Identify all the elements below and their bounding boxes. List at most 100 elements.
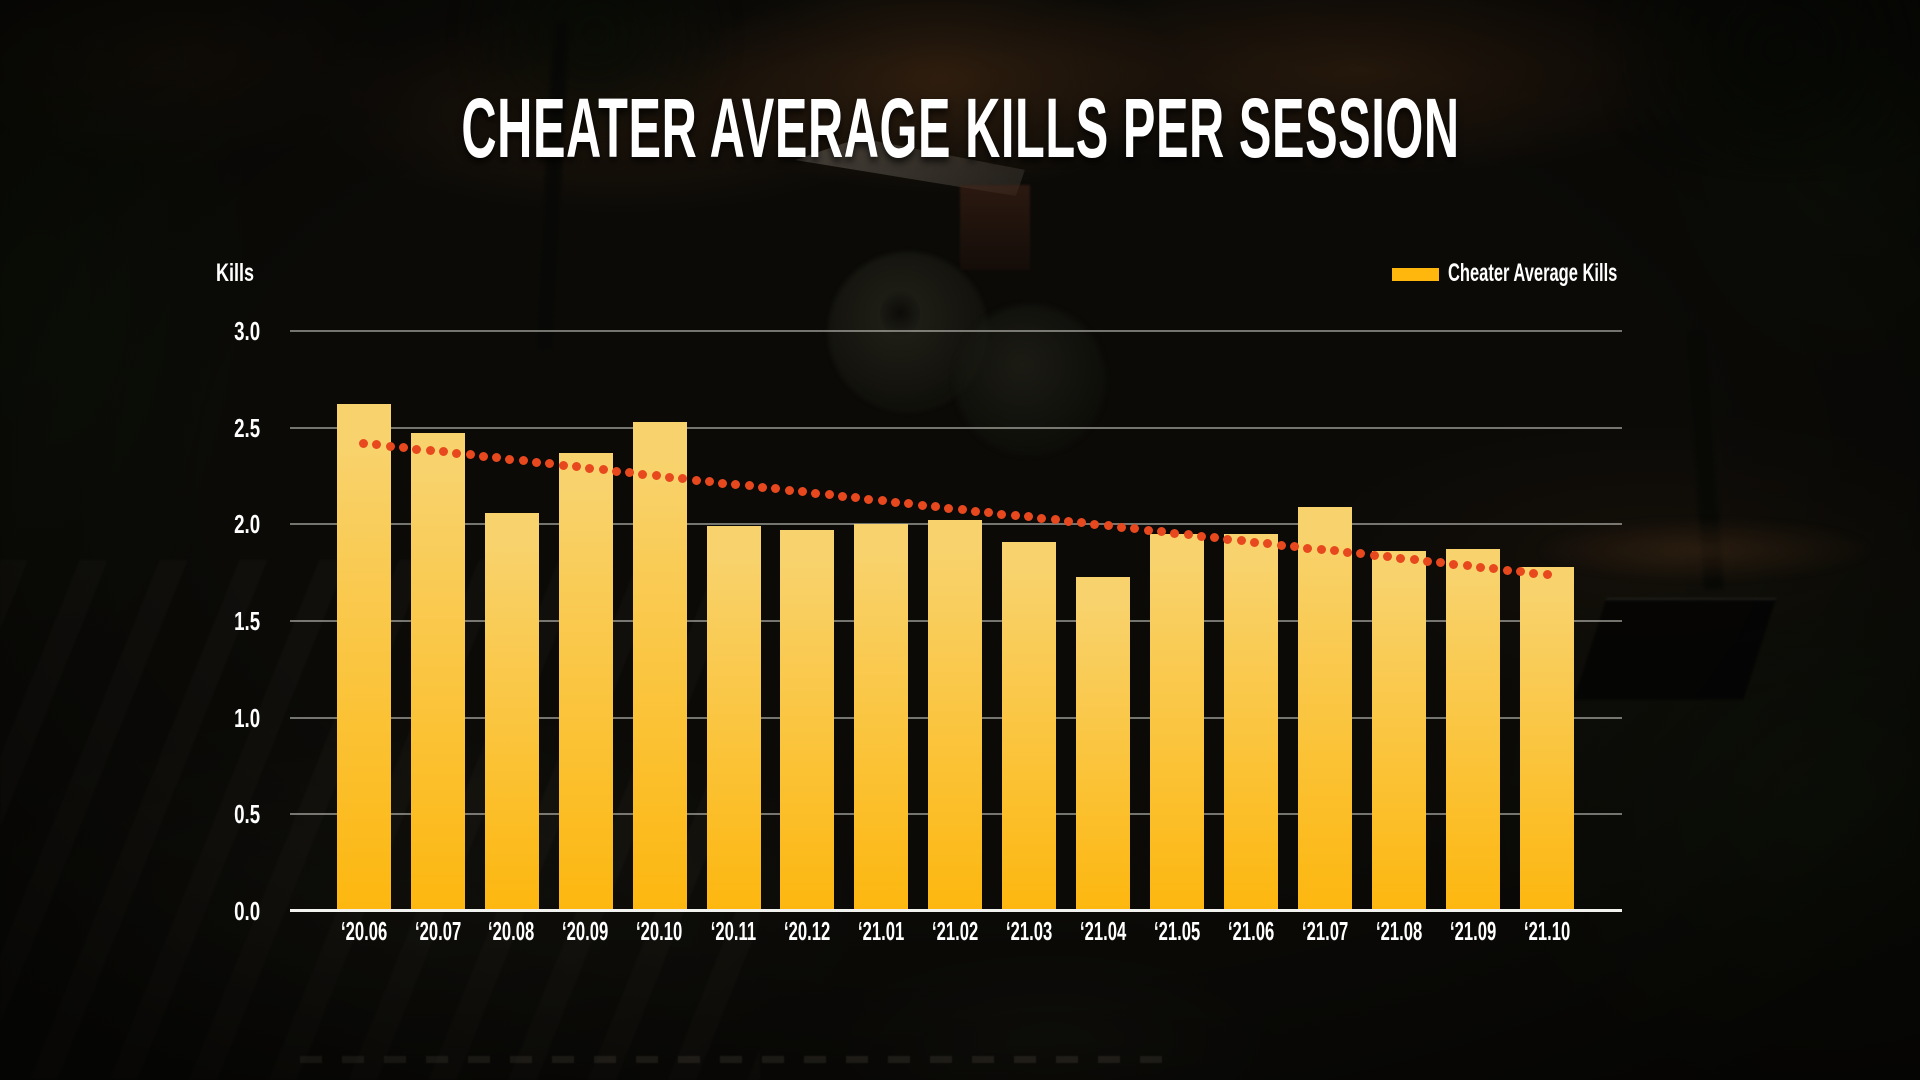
bar [854, 524, 909, 911]
trend-dot [1223, 534, 1233, 544]
trend-dot [944, 503, 954, 513]
bar [410, 433, 465, 911]
trend-dot [917, 500, 927, 510]
trend-dot [1196, 531, 1206, 541]
trend-dot [585, 463, 595, 473]
chart-title-text: CHEATER AVERAGE KILLS PER SESSION [460, 81, 1460, 175]
trend-dot [1462, 561, 1472, 571]
trend-dot [797, 487, 807, 497]
trend-dot [784, 485, 794, 495]
bar [1520, 566, 1575, 911]
trend-dot [1090, 519, 1100, 529]
x-tick-label: ‘21.06 [1228, 916, 1275, 946]
trend-dot [704, 477, 714, 487]
trend-dot [1170, 528, 1180, 538]
x-tick-label: ‘21.02 [932, 916, 979, 946]
trend-dot [1010, 511, 1020, 520]
trend-dot [452, 448, 462, 458]
trend-dot [1316, 544, 1326, 554]
gridline [290, 330, 1622, 332]
trend-dot [1024, 512, 1033, 522]
bar [1298, 506, 1353, 911]
trend-dot [1476, 562, 1486, 572]
trend-dot [545, 459, 555, 469]
trend-dot [771, 484, 781, 494]
trend-dot [1289, 542, 1299, 552]
bar [632, 421, 687, 911]
trend-dot [718, 478, 728, 488]
trend-dot [465, 450, 475, 460]
trend-dot [1236, 536, 1246, 546]
trend-dot [851, 493, 861, 503]
trend-dot [492, 453, 502, 463]
trend-dot [984, 508, 994, 518]
trend-dot [1489, 564, 1499, 574]
x-tick-label: ‘21.07 [1302, 916, 1349, 946]
trend-dot [1130, 524, 1140, 534]
trend-dot [532, 457, 542, 467]
x-tick-label: ‘20.11 [710, 916, 757, 946]
trend-dot [1183, 530, 1193, 540]
trend-dot [372, 440, 382, 450]
trend-dot [1117, 522, 1127, 532]
trend-dot [651, 471, 661, 481]
bar [558, 452, 613, 911]
x-tick-label: ‘20.07 [414, 916, 461, 946]
bar [1076, 576, 1131, 911]
x-tick-label: ‘21.03 [1006, 916, 1053, 946]
bar [484, 512, 539, 911]
trend-dot [731, 479, 741, 489]
trend-dot [1542, 570, 1552, 580]
trend-dot [1502, 565, 1512, 575]
x-tick-label: ‘21.10 [1523, 916, 1571, 946]
bar [706, 526, 761, 911]
trend-dot [399, 443, 409, 453]
x-tick-label: ‘20.08 [488, 916, 535, 946]
y-tick-label: 3.0 [233, 316, 260, 346]
trend-dot [877, 496, 887, 506]
trend-dot [558, 460, 568, 470]
bar [1372, 551, 1427, 911]
legend-swatch [1392, 268, 1439, 281]
bar [780, 530, 835, 911]
legend-label: Cheater Average Kills [1448, 260, 1705, 287]
trend-dot [1103, 521, 1113, 531]
trend-dot [1449, 559, 1459, 569]
trend-dot [1303, 543, 1313, 553]
trend-dot [438, 447, 448, 457]
bar [1446, 549, 1501, 911]
bar [1224, 534, 1279, 911]
trend-dot [359, 438, 369, 448]
trend-dot [1383, 552, 1392, 562]
trend-dot [811, 488, 821, 498]
trend-dot [1156, 527, 1166, 537]
trend-dot [425, 446, 435, 456]
trend-dot [1050, 515, 1060, 525]
y-tick-label: 0.5 [233, 799, 260, 830]
x-tick-label: ‘21.04 [1080, 916, 1127, 946]
trend-dot [824, 490, 834, 500]
bar [928, 520, 983, 911]
x-tick-label: ‘20.09 [562, 916, 609, 946]
trend-dot [1077, 518, 1087, 528]
trend-dot [412, 444, 422, 454]
trend-dot [665, 472, 674, 482]
y-tick-label: 1.5 [233, 606, 260, 636]
x-tick-label: ‘20.10 [636, 916, 683, 946]
trend-dot [904, 499, 914, 509]
trend-dot [1063, 516, 1073, 526]
legend-label-text: Cheater Average Kills [1448, 259, 1618, 287]
trend-dot [957, 505, 967, 515]
trend-dot [891, 497, 901, 507]
legend: Cheater Average Kills [1392, 260, 1705, 287]
x-tick-label: ‘20.06 [340, 916, 387, 946]
y-axis-title: Kills [216, 261, 269, 286]
trend-dot [1037, 513, 1047, 523]
trend-dot [611, 466, 621, 476]
trend-dot [1276, 540, 1286, 550]
y-tick-label: 1.0 [233, 702, 260, 733]
y-tick-label: 2.0 [233, 509, 260, 540]
trend-dot [758, 482, 768, 492]
trend-dot [970, 506, 980, 516]
trend-dot [691, 475, 701, 485]
